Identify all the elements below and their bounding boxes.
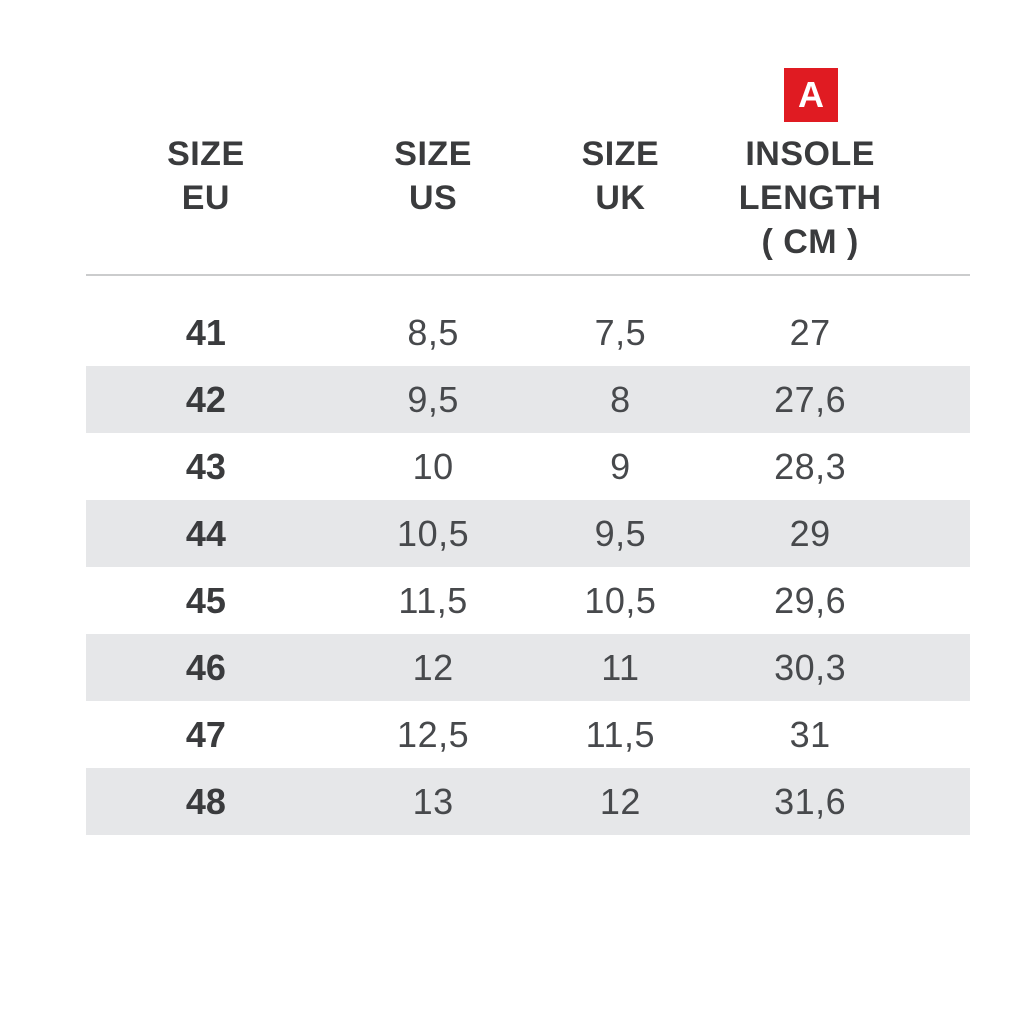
header-line: SIZE (167, 135, 245, 173)
cell-size-eu: 41 (185, 312, 226, 353)
column-header-size-eu: SIZE EU (86, 132, 326, 220)
table-row: 44 10,5 9,5 29 (86, 500, 970, 567)
cell-size-eu: 43 (185, 446, 226, 487)
table-row: 45 11,5 10,5 29,6 (86, 567, 970, 634)
cell-size-eu: 42 (185, 379, 226, 420)
header-line: LENGTH (738, 179, 882, 217)
cell-size-us: 9,5 (407, 379, 459, 420)
cell-size-us: 10,5 (397, 513, 470, 554)
cell-insole-length: 27,6 (774, 379, 847, 420)
cell-insole-length: 28,3 (774, 446, 847, 487)
table-row: 47 12,5 11,5 31 (86, 701, 970, 768)
cell-size-uk: 8 (610, 379, 631, 420)
cell-insole-length: 29,6 (774, 580, 847, 621)
cell-insole-length: 27 (789, 312, 831, 353)
cell-insole-length: 29 (789, 513, 831, 554)
cell-size-uk: 11,5 (585, 714, 656, 755)
table-row: 48 13 12 31,6 (86, 768, 970, 835)
cell-size-eu: 46 (185, 647, 226, 688)
table-row: 43 10 9 28,3 (86, 433, 970, 500)
cell-size-eu: 47 (185, 714, 226, 755)
header-line: SIZE (581, 135, 660, 173)
column-header-size-uk: SIZE UK (540, 132, 700, 220)
cell-size-us: 11,5 (398, 580, 468, 621)
cell-size-us: 13 (412, 781, 454, 822)
cell-size-uk: 11 (601, 647, 640, 688)
cell-size-uk: 12 (599, 781, 641, 822)
header-line: INSOLE (745, 135, 875, 173)
table-row: 42 9,5 8 27,6 (86, 366, 970, 433)
cell-size-uk: 9,5 (594, 513, 647, 554)
header-line: EU (181, 179, 230, 217)
cell-size-us: 12 (412, 647, 454, 688)
cell-size-us: 10 (412, 446, 454, 487)
table-row: 41 8,5 7,5 27 (86, 299, 970, 366)
header-divider-line (86, 274, 970, 276)
cell-size-us: 8,5 (407, 312, 459, 353)
cell-size-uk: 10,5 (584, 580, 657, 621)
header-line: US (408, 179, 458, 217)
cell-size-uk: 9 (610, 446, 631, 487)
badge-letter: A (798, 74, 824, 115)
header-line: SIZE (394, 135, 472, 173)
cell-size-uk: 7,5 (594, 312, 647, 353)
cell-insole-length: 31 (789, 714, 831, 755)
table-row: 46 12 11 30,3 (86, 634, 970, 701)
cell-size-eu: 44 (185, 513, 226, 554)
cell-size-eu: 48 (185, 781, 226, 822)
cell-size-eu: 45 (185, 580, 226, 621)
cell-insole-length: 31,6 (774, 781, 847, 822)
cell-size-us: 12,5 (397, 714, 470, 755)
table-header-row: SIZE EU SIZE US SIZE UK INSOLE LENGTH ( … (86, 132, 970, 264)
column-header-insole-length: INSOLE LENGTH ( CM ) (700, 132, 970, 264)
header-line: UK (595, 179, 646, 217)
header-line: ( CM ) (761, 223, 859, 261)
column-header-size-us: SIZE US (326, 132, 541, 220)
cell-insole-length: 30,3 (774, 647, 847, 688)
table-body: 41 8,5 7,5 27 42 9,5 8 27,6 43 10 9 28,3… (86, 299, 970, 835)
insole-measure-badge: A (784, 68, 838, 122)
